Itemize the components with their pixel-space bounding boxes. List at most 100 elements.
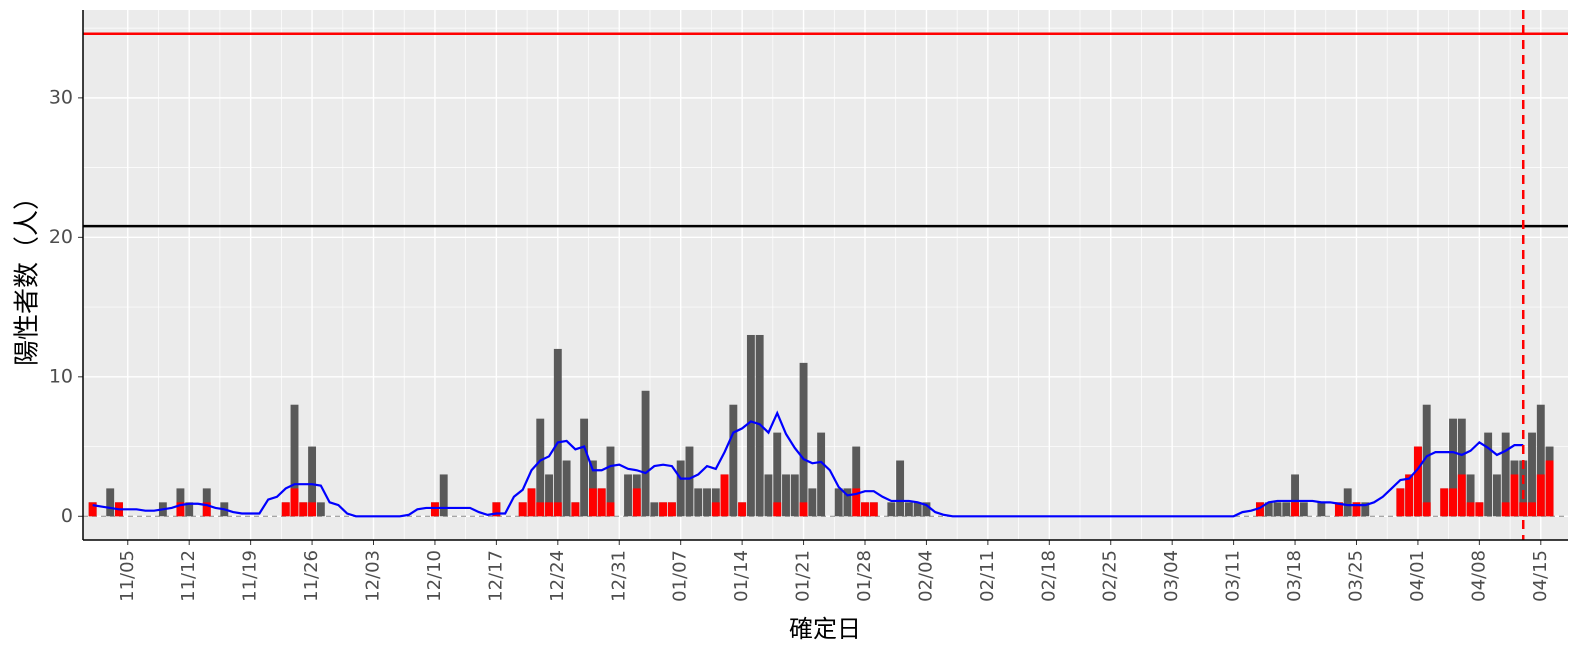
trend-line bbox=[92, 410, 1524, 518]
bar bbox=[887, 502, 896, 517]
x-tick-label: 11/12 bbox=[178, 550, 199, 602]
bar bbox=[553, 348, 562, 517]
bar bbox=[1396, 488, 1405, 517]
x-tick-label: 01/28 bbox=[854, 550, 875, 602]
x-tick-label: 12/17 bbox=[485, 550, 506, 602]
x-tick-label: 12/10 bbox=[424, 550, 445, 602]
bar bbox=[1352, 502, 1361, 517]
bar bbox=[1449, 488, 1457, 517]
y-tick-label: 30 bbox=[49, 86, 73, 108]
bar bbox=[571, 502, 580, 517]
bar bbox=[694, 488, 703, 517]
bar bbox=[1264, 502, 1273, 517]
bar bbox=[1457, 418, 1466, 517]
bar bbox=[913, 502, 922, 517]
bar bbox=[1484, 432, 1493, 517]
bar bbox=[852, 446, 861, 517]
bar bbox=[799, 502, 808, 517]
bar bbox=[1291, 502, 1299, 517]
bar bbox=[667, 502, 676, 517]
bar bbox=[1317, 502, 1326, 517]
x-tick-label: 01/21 bbox=[793, 550, 814, 602]
bar bbox=[492, 502, 501, 517]
bar bbox=[773, 502, 782, 517]
bar bbox=[896, 460, 905, 517]
bar bbox=[518, 502, 527, 517]
bar bbox=[553, 502, 562, 517]
bar bbox=[308, 502, 317, 517]
bar bbox=[1361, 502, 1370, 517]
bar bbox=[782, 474, 790, 517]
x-tick-label: 11/26 bbox=[301, 550, 322, 602]
bar bbox=[1422, 502, 1431, 517]
bar bbox=[1466, 502, 1475, 517]
bar bbox=[861, 502, 869, 517]
bar bbox=[290, 404, 299, 517]
bar bbox=[624, 474, 632, 517]
bar bbox=[685, 446, 694, 517]
bar bbox=[1449, 418, 1457, 517]
bar bbox=[1492, 474, 1501, 517]
bar bbox=[1282, 502, 1291, 517]
bar bbox=[799, 362, 808, 517]
bar bbox=[1334, 502, 1343, 517]
bar bbox=[790, 474, 799, 517]
x-tick-label: 02/11 bbox=[977, 550, 998, 602]
bar bbox=[88, 502, 97, 517]
bar bbox=[1440, 488, 1449, 517]
bar bbox=[676, 460, 685, 517]
bar bbox=[1528, 502, 1536, 517]
bar bbox=[1510, 474, 1519, 517]
bar bbox=[562, 460, 571, 517]
bar bbox=[1457, 474, 1466, 517]
bar bbox=[852, 488, 861, 517]
bar bbox=[764, 474, 773, 517]
bar bbox=[1501, 502, 1510, 517]
bar bbox=[1299, 502, 1308, 517]
bar bbox=[545, 502, 553, 517]
bar bbox=[1501, 432, 1510, 517]
x-tick-label: 03/04 bbox=[1161, 550, 1182, 602]
bar bbox=[746, 334, 755, 517]
bar bbox=[1528, 432, 1536, 517]
bar bbox=[606, 502, 615, 517]
bar bbox=[729, 404, 738, 517]
x-axis-title: 確定日 bbox=[789, 615, 861, 643]
x-tick-label: 11/05 bbox=[117, 550, 138, 602]
bar bbox=[545, 474, 553, 517]
bar bbox=[580, 418, 589, 517]
x-tick-label: 04/08 bbox=[1468, 550, 1489, 602]
bar bbox=[834, 488, 843, 517]
bar bbox=[1466, 474, 1475, 517]
bar bbox=[176, 502, 185, 517]
bar bbox=[632, 488, 641, 517]
x-tick-label: 04/15 bbox=[1530, 550, 1551, 602]
bar bbox=[606, 446, 615, 517]
bar bbox=[843, 488, 852, 517]
bar bbox=[430, 502, 439, 517]
bar bbox=[597, 488, 606, 517]
bar bbox=[1255, 502, 1264, 517]
bar bbox=[869, 502, 878, 517]
bar bbox=[641, 390, 650, 517]
y-axis-title: 陽性者数（人） bbox=[13, 184, 43, 366]
bar bbox=[1545, 460, 1554, 517]
bar bbox=[527, 488, 536, 517]
bar bbox=[316, 502, 325, 517]
bar bbox=[659, 502, 668, 517]
bar bbox=[1536, 474, 1545, 517]
y-tick-label: 10 bbox=[49, 365, 73, 387]
x-tick-label: 03/25 bbox=[1345, 550, 1366, 602]
bar bbox=[904, 502, 913, 517]
x-tick-label: 12/24 bbox=[547, 550, 568, 602]
bar bbox=[439, 474, 448, 517]
bar bbox=[738, 502, 747, 517]
x-tick-label: 03/11 bbox=[1223, 550, 1244, 602]
bar bbox=[1343, 488, 1352, 517]
plot-background bbox=[83, 10, 1568, 540]
bar bbox=[720, 474, 729, 517]
bar bbox=[650, 502, 659, 517]
bar bbox=[1405, 474, 1414, 517]
x-tick-label: 12/31 bbox=[608, 550, 629, 602]
